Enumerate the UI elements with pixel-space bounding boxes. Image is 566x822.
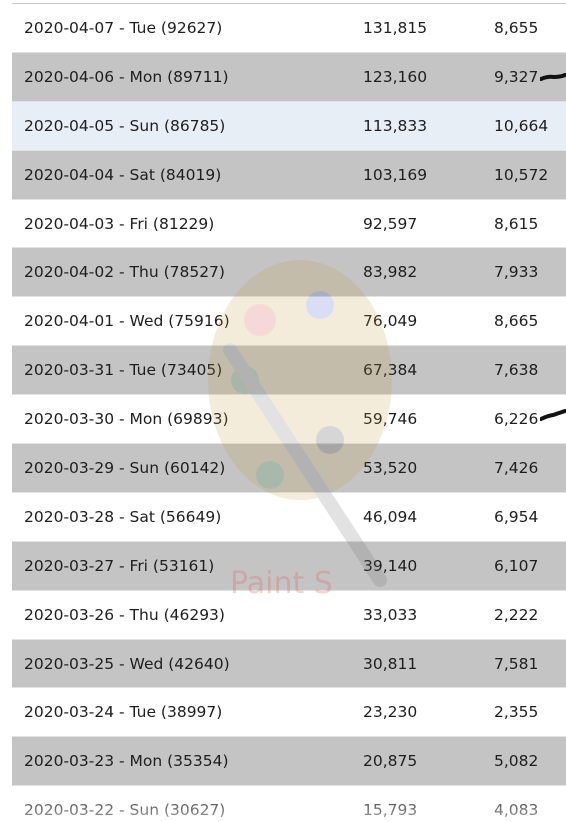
date-cell: 2020-03-30 - Mon (69893) [24, 410, 229, 429]
total-cases-cell: 103,169 [363, 165, 428, 184]
date-cell: 2020-04-06 - Mon (89711) [24, 67, 229, 86]
total-cases-cell: 113,833 [363, 116, 428, 135]
table-row: 2020-04-02 - Thu (78527) 83,982 7,933 [12, 248, 566, 298]
new-cases-cell: 10,572 [494, 165, 549, 184]
total-cases-cell: 123,160 [363, 67, 428, 86]
date-cell: 2020-03-23 - Mon (35354) [24, 752, 229, 771]
date-cell: 2020-03-26 - Thu (46293) [24, 605, 225, 624]
date-cell: 2020-04-04 - Sat (84019) [24, 165, 222, 184]
table-row: 2020-03-29 - Sun (60142) 53,520 7,426 [12, 444, 566, 493]
total-cases-cell: 23,230 [363, 703, 418, 722]
date-cell: 2020-03-29 - Sun (60142) [24, 459, 226, 478]
table-row: 2020-03-26 - Thu (46293) 33,033 2,222 [12, 590, 566, 640]
date-cell: 2020-03-28 - Sat (56649) [24, 507, 222, 526]
date-cell: 2020-04-07 - Tue (92627) [24, 19, 223, 37]
new-cases-cell: 6,954 [494, 507, 539, 526]
new-cases-cell: 10,664 [494, 116, 549, 135]
table-row: 2020-03-23 - Mon (35354) 20,875 5,082 [12, 737, 566, 787]
table-row: 2020-04-04 - Sat (84019) 103,169 10,572 [12, 150, 566, 200]
table-row: 2020-03-25 - Wed (42640) 30,811 7,581 [12, 639, 566, 689]
date-cell: 2020-03-31 - Tue (73405) [24, 361, 223, 380]
total-cases-cell: 53,520 [363, 459, 418, 478]
table-row: 2020-03-24 - Tue (38997) 23,230 2,355 [12, 688, 566, 738]
total-cases-cell: 83,982 [363, 263, 418, 282]
table-row: 2020-04-03 - Fri (81229) 92,597 8,615 [12, 199, 566, 249]
total-cases-cell: 76,049 [363, 312, 418, 331]
new-cases-cell: 7,638 [494, 361, 539, 380]
date-cell: 2020-04-05 - Sun (86785) [24, 116, 226, 135]
new-cases-cell: 2,222 [494, 605, 539, 624]
total-cases-cell: 59,746 [363, 410, 418, 429]
total-cases-cell: 33,033 [363, 605, 418, 624]
table-row: 2020-04-05 - Sun (86785) 113,833 10,664 [12, 101, 566, 151]
date-cell: 2020-04-01 - Wed (75916) [24, 312, 230, 331]
new-cases-cell: 8,665 [494, 312, 539, 331]
date-cell: 2020-04-03 - Fri (81229) [24, 214, 215, 233]
date-cell: 2020-03-22 - Sun (30627) [24, 801, 226, 820]
new-cases-cell: 7,581 [494, 654, 539, 673]
new-cases-cell: 7,933 [494, 263, 539, 282]
table-row: 2020-03-30 - Mon (69893) 59,746 6,226 [12, 395, 566, 445]
date-cell: 2020-03-24 - Tue (38997) [24, 703, 223, 722]
data-table: 2020-04-07 - Tue (92627) 131,815 8,655 2020… [12, 4, 566, 822]
new-cases-cell: 8,655 [494, 19, 539, 37]
table-top-border [12, 3, 566, 4]
total-cases-cell: 20,875 [363, 752, 418, 771]
total-cases-cell: 30,811 [363, 654, 418, 673]
table-row: 2020-04-07 - Tue (92627) 131,815 8,655 [12, 4, 566, 53]
new-cases-cell: 9,327 [494, 67, 539, 86]
total-cases-cell: 131,815 [363, 19, 428, 37]
date-cell: 2020-03-25 - Wed (42640) [24, 654, 230, 673]
total-cases-cell: 46,094 [363, 507, 418, 526]
new-cases-cell: 4,083 [494, 801, 539, 820]
total-cases-cell: 39,140 [363, 556, 418, 575]
table-row: 2020-04-01 - Wed (75916) 76,049 8,665 [12, 297, 566, 347]
new-cases-cell: 7,426 [494, 459, 539, 478]
table-row: 2020-03-22 - Sun (30627) 15,793 4,083 [12, 786, 566, 822]
total-cases-cell: 92,597 [363, 214, 418, 233]
table-row: 2020-03-31 - Tue (73405) 67,384 7,638 [12, 346, 566, 396]
new-cases-cell: 6,107 [494, 556, 539, 575]
new-cases-cell: 2,355 [494, 703, 539, 722]
total-cases-cell: 15,793 [363, 801, 418, 820]
annotation-stroke-mark [540, 72, 566, 81]
new-cases-cell: 6,226 [494, 410, 539, 429]
new-cases-cell: 8,615 [494, 214, 539, 233]
new-cases-cell: 5,082 [494, 752, 539, 771]
table-row: 2020-03-28 - Sat (56649) 46,094 6,954 [12, 492, 566, 542]
date-cell: 2020-03-27 - Fri (53161) [24, 556, 215, 575]
annotation-stroke-mark [540, 409, 566, 422]
table-row: 2020-03-27 - Fri (53161) 39,140 6,107 [12, 541, 566, 591]
table-row: 2020-04-06 - Mon (89711) 123,160 9,327 [12, 52, 566, 102]
date-cell: 2020-04-02 - Thu (78527) [24, 263, 225, 282]
total-cases-cell: 67,384 [363, 361, 418, 380]
